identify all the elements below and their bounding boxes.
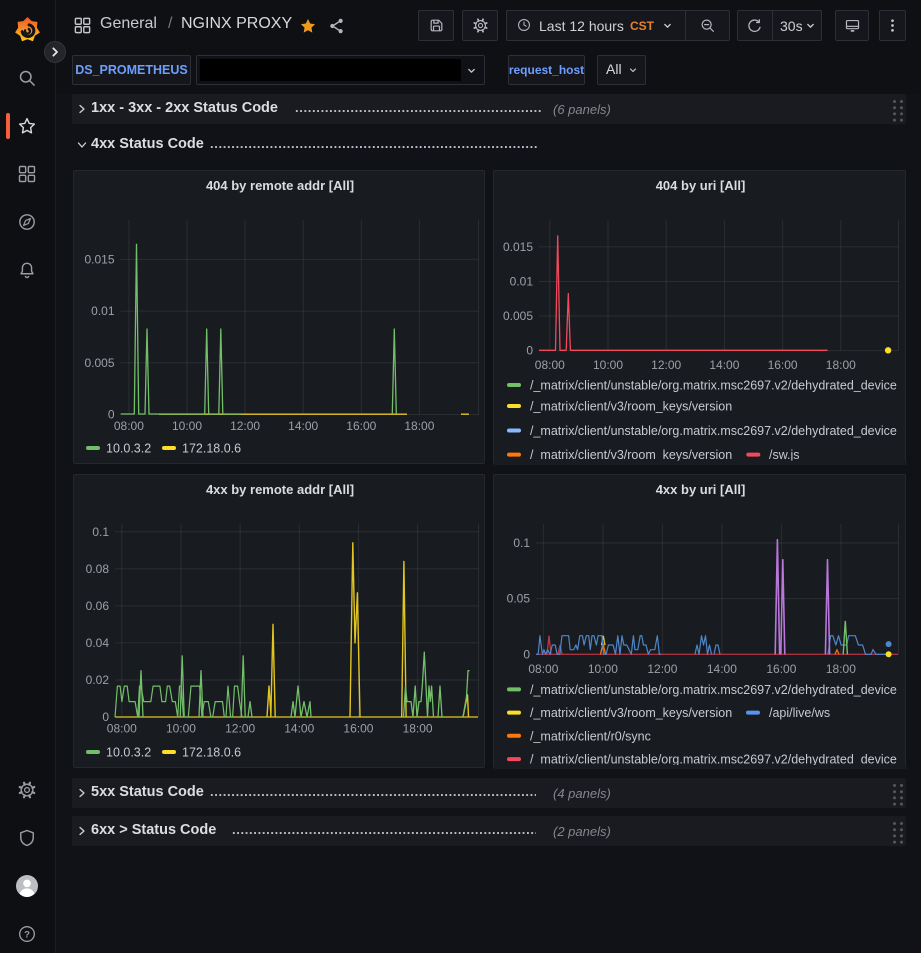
svg-text:0.04: 0.04 [86,636,110,650]
svg-text:10:00: 10:00 [593,358,623,372]
svg-text:12:00: 12:00 [225,722,255,736]
svg-text:0.015: 0.015 [84,252,114,266]
svg-text:/_matrix/client/unstable/org.m: /_matrix/client/unstable/org.matrix.msc2… [530,379,897,393]
svg-text:16:00: 16:00 [766,662,796,676]
svg-text:0.1: 0.1 [513,536,530,550]
svg-text:0.015: 0.015 [503,240,533,254]
svg-text:/_matrix/client/unstable/org.m: /_matrix/client/unstable/org.matrix.msc2… [530,753,897,767]
svg-text:172.18.0.6: 172.18.0.6 [182,442,241,456]
svg-text:0.02: 0.02 [86,673,110,687]
svg-text:404 by remote addr [All]: 404 by remote addr [All] [206,178,354,193]
svg-text:10:00: 10:00 [166,722,196,736]
svg-text:12:00: 12:00 [651,358,681,372]
svg-text:0: 0 [102,710,109,724]
svg-text:18:00: 18:00 [826,662,856,676]
svg-text:172.18.0.6: 172.18.0.6 [182,746,241,760]
svg-text:/_matrix/client/unstable/org.m: /_matrix/client/unstable/org.matrix.msc2… [530,424,897,438]
svg-text:0.005: 0.005 [503,309,533,323]
svg-text:14:00: 14:00 [709,358,739,372]
svg-text:14:00: 14:00 [288,419,318,433]
svg-text:16:00: 16:00 [768,358,798,372]
svg-text:18:00: 18:00 [403,722,433,736]
svg-text:08:00: 08:00 [114,419,144,433]
svg-text:0: 0 [523,647,530,661]
svg-text:/_matrix/client/v3/room_keys/v: /_matrix/client/v3/room_keys/version [530,400,732,414]
svg-text:4xx by uri [All]: 4xx by uri [All] [656,482,746,497]
svg-text:10:00: 10:00 [172,419,202,433]
svg-text:4xx by remote addr [All]: 4xx by remote addr [All] [206,482,354,497]
svg-text:/_matrix/client/v3/room_keys/v: /_matrix/client/v3/room_keys/version [530,706,732,720]
svg-text:10.0.3.2: 10.0.3.2 [106,442,151,456]
svg-text:0.005: 0.005 [84,356,114,370]
svg-text:10.0.3.2: 10.0.3.2 [106,746,151,760]
svg-text:/api/live/ws: /api/live/ws [769,706,830,720]
svg-text:0.1: 0.1 [92,525,109,539]
svg-text:0.01: 0.01 [91,304,115,318]
svg-text:10:00: 10:00 [588,662,618,676]
svg-text:18:00: 18:00 [404,419,434,433]
svg-text:12:00: 12:00 [647,662,677,676]
svg-text:08:00: 08:00 [107,722,137,736]
svg-text:0.05: 0.05 [507,592,531,606]
svg-text:0: 0 [108,408,115,422]
svg-text:0: 0 [526,344,533,358]
svg-text:16:00: 16:00 [343,722,373,736]
svg-text:/_matrix/client/r0/sync: /_matrix/client/r0/sync [530,729,651,743]
svg-text:?: ? [24,930,30,941]
svg-text:404 by uri [All]: 404 by uri [All] [656,178,746,193]
svg-text:12:00: 12:00 [230,419,260,433]
svg-text:08:00: 08:00 [528,662,558,676]
svg-text:/sw.js: /sw.js [769,448,800,462]
svg-text:14:00: 14:00 [284,722,314,736]
svg-text:16:00: 16:00 [346,419,376,433]
svg-text:0.06: 0.06 [86,599,110,613]
svg-text:0.08: 0.08 [86,562,110,576]
svg-text:08:00: 08:00 [535,358,565,372]
svg-text:14:00: 14:00 [707,662,737,676]
svg-text:18:00: 18:00 [826,358,856,372]
svg-text:/_matrix/client/v3/room_keys/v: /_matrix/client/v3/room_keys/version [530,448,732,462]
svg-text:/_matrix/client/unstable/org.m: /_matrix/client/unstable/org.matrix.msc2… [530,683,897,697]
svg-text:0.01: 0.01 [510,274,534,288]
